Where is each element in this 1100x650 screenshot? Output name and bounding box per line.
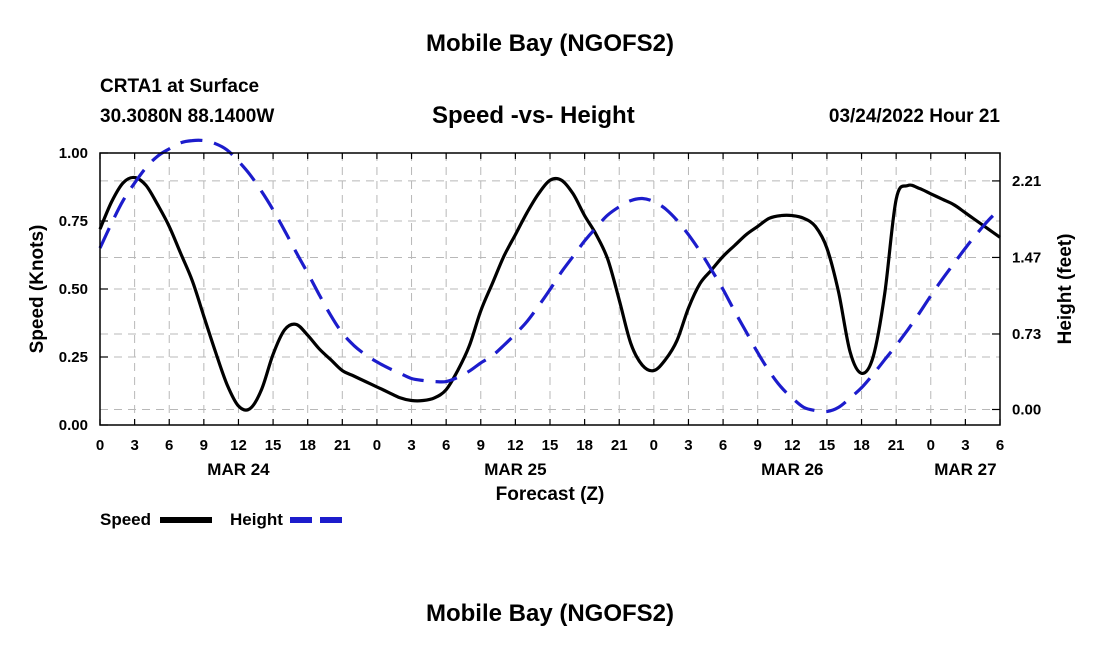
chart-title: Mobile Bay (NGOFS2) bbox=[425, 30, 675, 57]
chart-canvas: 0 3 6 9 12 15 18 21 0 3 6 9 12 15 18 21 0 3 6 9 12 15 18 21 0 3 6 0… bbox=[27, 138, 1076, 529]
right-axis-tick-label: 2.21 bbox=[1012, 173, 1041, 190]
right-axis-tick-label: 1.47 bbox=[1012, 249, 1041, 266]
legend-height-label: Height bbox=[230, 510, 283, 529]
x-tick-label: 12 bbox=[230, 437, 247, 454]
x-tick-label: 0 bbox=[650, 437, 658, 454]
series-lines bbox=[98, 138, 1002, 414]
x-tick-label: 3 bbox=[684, 437, 692, 454]
right-axis-tick-label: 0.00 bbox=[1012, 401, 1041, 418]
station-label: CRTA1 at Surface bbox=[100, 76, 260, 97]
x-tick-label: 15 bbox=[265, 437, 282, 454]
left-axis-tick-label: 0.75 bbox=[59, 213, 88, 230]
x-tick-label: 18 bbox=[853, 437, 870, 454]
forecast-datetime: 03/24/2022 Hour 21 bbox=[828, 106, 1000, 127]
x-tick-label: 18 bbox=[299, 437, 316, 454]
x-tick-label: 9 bbox=[200, 437, 208, 454]
x-tick-label: 12 bbox=[507, 437, 524, 454]
x-tick-label: 6 bbox=[165, 437, 173, 454]
left-axis-title: Speed (Knots) bbox=[27, 225, 48, 354]
x-tick-label: 15 bbox=[819, 437, 836, 454]
x-tick-label: 6 bbox=[996, 437, 1004, 454]
x-tick-label: 9 bbox=[477, 437, 485, 454]
grid-lines bbox=[100, 153, 1000, 425]
x-tick-label: 3 bbox=[407, 437, 415, 454]
chart-subtitle: Speed -vs- Height bbox=[432, 102, 635, 129]
x-tick-label: 12 bbox=[784, 437, 801, 454]
x-tick-label: 6 bbox=[442, 437, 450, 454]
x-tick-label: 3 bbox=[961, 437, 969, 454]
coordinates-label: 30.3080N 88.1400W bbox=[100, 106, 275, 127]
speed-series-line bbox=[98, 175, 1001, 412]
x-tick-label: 18 bbox=[576, 437, 593, 454]
x-tick-label: 21 bbox=[611, 437, 628, 454]
date-label: MAR 27 bbox=[934, 460, 996, 479]
left-axis-tick-label: 1.00 bbox=[59, 145, 88, 162]
legend-speed-label: Speed bbox=[100, 510, 151, 529]
x-tick-label: 0 bbox=[373, 437, 381, 454]
x-tick-label: 21 bbox=[334, 437, 351, 454]
axes: 0 3 6 9 12 15 18 21 0 3 6 9 12 15 18 21 0 3 6 9 12 15 18 21 0 3 6 0… bbox=[27, 145, 1076, 505]
x-tick-label: 0 bbox=[96, 437, 104, 454]
x-tick-label: 15 bbox=[542, 437, 559, 454]
legend: Speed Height bbox=[100, 510, 343, 529]
date-label: MAR 26 bbox=[761, 460, 823, 479]
left-axis-tick-label: 0.50 bbox=[59, 281, 88, 298]
x-tick-label: 3 bbox=[130, 437, 138, 454]
right-axis-tick-label: 0.73 bbox=[1012, 326, 1041, 343]
left-axis-tick-label: 0.00 bbox=[59, 417, 88, 434]
x-tick-label: 9 bbox=[754, 437, 762, 454]
x-axis-title: Forecast (Z) bbox=[496, 484, 605, 505]
x-tick-label: 0 bbox=[927, 437, 935, 454]
date-label: MAR 25 bbox=[484, 460, 546, 479]
right-axis-title: Height (feet) bbox=[1055, 234, 1076, 345]
left-axis-tick-label: 0.25 bbox=[59, 349, 88, 366]
x-tick-label: 21 bbox=[888, 437, 905, 454]
bottom-title: Mobile Bay (NGOFS2) bbox=[425, 600, 675, 627]
height-series-line bbox=[98, 138, 1002, 414]
date-label: MAR 24 bbox=[207, 460, 270, 479]
x-tick-label: 6 bbox=[719, 437, 727, 454]
